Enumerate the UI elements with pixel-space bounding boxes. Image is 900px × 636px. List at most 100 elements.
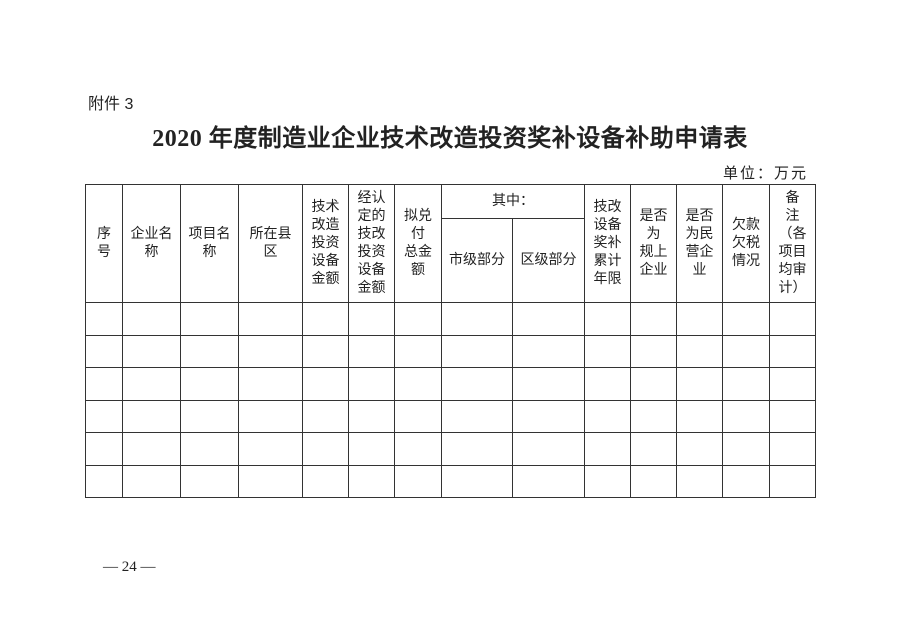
table-cell[interactable] — [512, 399, 585, 433]
table-cell[interactable] — [722, 302, 770, 336]
table-cell[interactable] — [238, 399, 303, 433]
table-cell[interactable] — [348, 464, 395, 498]
table-cell[interactable] — [722, 464, 770, 498]
attachment-label: 附件 3 — [88, 96, 134, 113]
table-cell[interactable] — [302, 367, 349, 401]
table-cell[interactable] — [394, 302, 442, 336]
table-cell[interactable] — [180, 399, 239, 433]
table-row — [85, 399, 816, 433]
table-cell[interactable] — [394, 334, 442, 368]
table-cell[interactable] — [122, 302, 181, 336]
table-cell[interactable] — [180, 302, 239, 336]
header-row: 序 号 企业名 称 项目名 称 所在县 区 技术 改造 投资 设备 金额 经认 … — [85, 184, 816, 303]
table-cell[interactable] — [512, 432, 585, 466]
table-cell[interactable] — [584, 464, 631, 498]
table-cell[interactable] — [441, 367, 513, 401]
table-cell[interactable] — [85, 302, 123, 336]
table-cell[interactable] — [512, 334, 585, 368]
table-cell[interactable] — [122, 432, 181, 466]
table-cell[interactable] — [348, 334, 395, 368]
table-cell[interactable] — [238, 334, 303, 368]
table-cell[interactable] — [302, 399, 349, 433]
table-cell[interactable] — [180, 334, 239, 368]
table-cell[interactable] — [584, 334, 631, 368]
table-cell[interactable] — [180, 367, 239, 401]
table-row — [85, 302, 816, 336]
table-cell[interactable] — [85, 334, 123, 368]
table-cell[interactable] — [180, 432, 239, 466]
table-cell[interactable] — [676, 432, 723, 466]
table-cell[interactable] — [122, 399, 181, 433]
table-cell[interactable] — [630, 432, 677, 466]
table-cell[interactable] — [722, 367, 770, 401]
table-cell[interactable] — [238, 367, 303, 401]
table-cell[interactable] — [676, 302, 723, 336]
table-cell[interactable] — [722, 334, 770, 368]
table-cell[interactable] — [441, 399, 513, 433]
header-cell: 拟兑 付 总金 额 — [394, 184, 442, 303]
table-cell[interactable] — [302, 302, 349, 336]
subheader-row: 市级部分 区级部分 — [86, 218, 816, 303]
header-cell: 企业名 称 — [122, 184, 181, 303]
table-cell[interactable] — [512, 302, 585, 336]
document-title: 2020 年度制造业企业技术改造投资奖补设备补助申请表 — [152, 126, 748, 152]
table-cell[interactable] — [302, 334, 349, 368]
table-cell[interactable] — [85, 432, 123, 466]
table-cell[interactable] — [302, 432, 349, 466]
table-cell[interactable] — [85, 464, 123, 498]
table-cell[interactable] — [584, 367, 631, 401]
table-cell[interactable] — [769, 367, 816, 401]
table-cell[interactable] — [85, 367, 123, 401]
table-cell[interactable] — [769, 399, 816, 433]
table-cell[interactable] — [722, 399, 770, 433]
table-cell[interactable] — [769, 464, 816, 498]
table-row — [85, 432, 816, 466]
table-cell[interactable] — [769, 302, 816, 336]
table-cell[interactable] — [630, 302, 677, 336]
table-cell[interactable] — [302, 464, 349, 498]
table-cell[interactable] — [348, 302, 395, 336]
table-cell[interactable] — [722, 432, 770, 466]
table-cell[interactable] — [180, 464, 239, 498]
table-cell[interactable] — [584, 399, 631, 433]
table-cell[interactable] — [122, 367, 181, 401]
table-cell[interactable] — [441, 334, 513, 368]
table-cell[interactable] — [676, 367, 723, 401]
table-cell[interactable] — [394, 464, 442, 498]
table-cell[interactable] — [394, 432, 442, 466]
table-cell[interactable] — [512, 367, 585, 401]
table-cell[interactable] — [676, 464, 723, 498]
table-cell[interactable] — [394, 399, 442, 433]
table-cell[interactable] — [769, 432, 816, 466]
header-cell: 欠款 欠税 情况 — [722, 184, 770, 303]
table-cell[interactable] — [348, 367, 395, 401]
table-cell[interactable] — [441, 302, 513, 336]
header-cell-group: 其中： — [441, 184, 585, 219]
table-cell[interactable] — [238, 432, 303, 466]
table-cell[interactable] — [122, 334, 181, 368]
table-cell[interactable] — [348, 432, 395, 466]
table-cell[interactable] — [441, 432, 513, 466]
table-cell[interactable] — [348, 399, 395, 433]
table-cell[interactable] — [584, 432, 631, 466]
table-cell[interactable] — [85, 399, 123, 433]
table-cell[interactable] — [238, 302, 303, 336]
header-cell: 技改 设备 奖补 累计 年限 — [584, 184, 631, 303]
table-cell[interactable] — [630, 399, 677, 433]
table-cell[interactable] — [630, 464, 677, 498]
header-cell: 技术 改造 投资 设备 金额 — [302, 184, 349, 303]
table-cell[interactable] — [676, 334, 723, 368]
subheader-cell: 市级部分 — [441, 218, 513, 303]
table-cell[interactable] — [630, 334, 677, 368]
table-cell[interactable] — [441, 464, 513, 498]
table-row — [85, 334, 816, 368]
table-cell[interactable] — [630, 367, 677, 401]
table-cell[interactable] — [238, 464, 303, 498]
table-cell[interactable] — [584, 302, 631, 336]
header-cell: 序 号 — [85, 184, 123, 303]
table-cell[interactable] — [394, 367, 442, 401]
table-cell[interactable] — [676, 399, 723, 433]
table-cell[interactable] — [122, 464, 181, 498]
table-cell[interactable] — [769, 334, 816, 368]
table-cell[interactable] — [512, 464, 585, 498]
